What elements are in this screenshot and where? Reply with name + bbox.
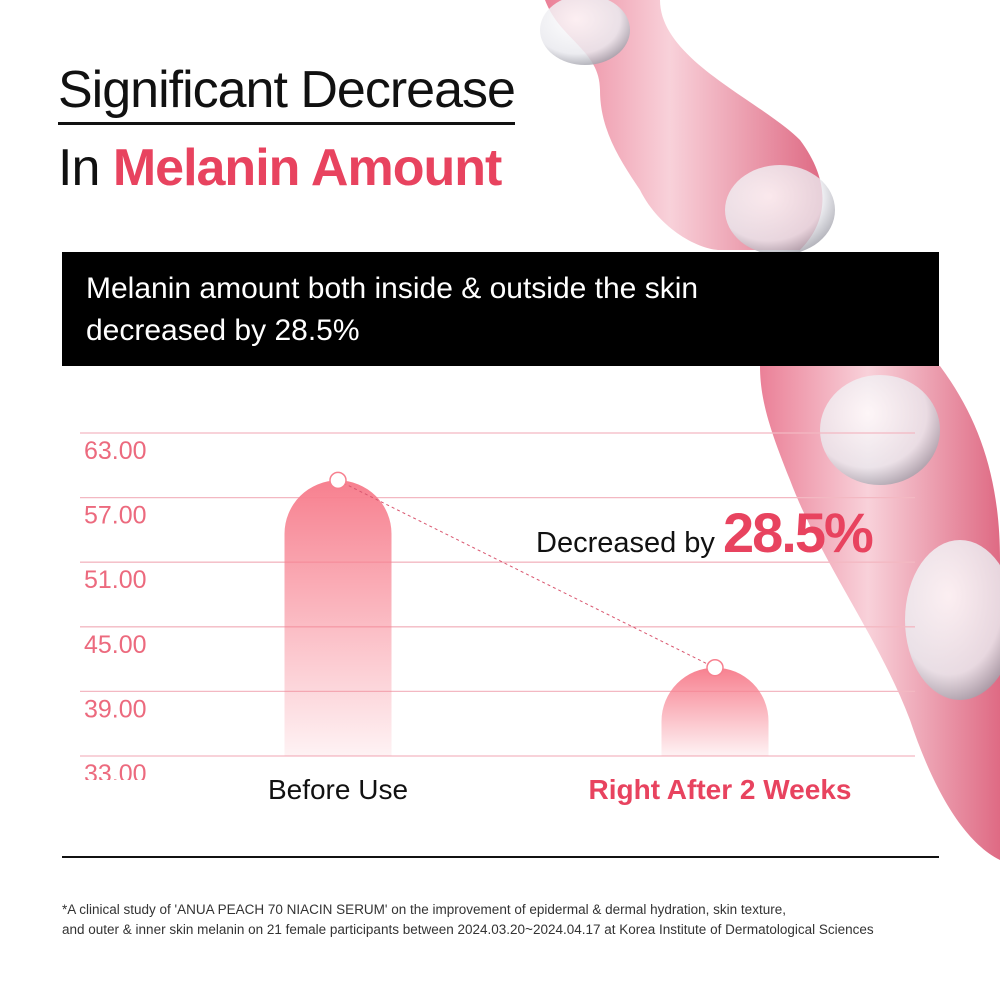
connector-line — [337, 479, 716, 669]
title-prefix: In — [58, 139, 113, 197]
divider — [62, 856, 939, 858]
y-tick-label: 57.00 — [84, 502, 147, 530]
y-tick-label: 45.00 — [84, 631, 147, 659]
title-accent: Melanin Amount — [112, 139, 502, 197]
y-tick-label: 39.00 — [84, 695, 147, 723]
y-tick-label: 51.00 — [84, 566, 147, 594]
footnote-line1: *A clinical study of 'ANUA PEACH 70 NIAC… — [62, 902, 786, 917]
summary-banner: Melanin amount both inside & outside the… — [62, 252, 939, 366]
banner-line2: decreased by 28.5% — [86, 314, 360, 347]
category-label-before: Before Use — [267, 774, 409, 805]
y-tick-label: 33.00 — [84, 760, 147, 780]
category-label-after: Right After 2 Weeks — [588, 774, 852, 805]
footnote-line2: and outer & inner skin melanin on 21 fem… — [62, 922, 874, 937]
data-point-marker — [706, 658, 724, 677]
decrease-prefix: Decreased by — [536, 527, 723, 559]
bar-after-2-weeks — [661, 667, 769, 756]
data-point-marker — [329, 471, 347, 490]
melanin-chart: 63.00 57.00 51.00 45.00 39.00 33.00 — [80, 432, 915, 780]
page-title-line2: In Melanin Amount — [58, 139, 502, 197]
decrease-annotation: Decreased by 28.5% — [536, 500, 874, 565]
banner-line1: Melanin amount both inside & outside the… — [86, 272, 699, 305]
decrease-value: 28.5% — [723, 501, 874, 564]
y-tick-label: 63.00 — [84, 437, 147, 465]
footnote: *A clinical study of 'ANUA PEACH 70 NIAC… — [62, 900, 874, 940]
page-title-line1: Significant Decrease — [58, 62, 516, 125]
bar-before-use — [284, 480, 392, 756]
